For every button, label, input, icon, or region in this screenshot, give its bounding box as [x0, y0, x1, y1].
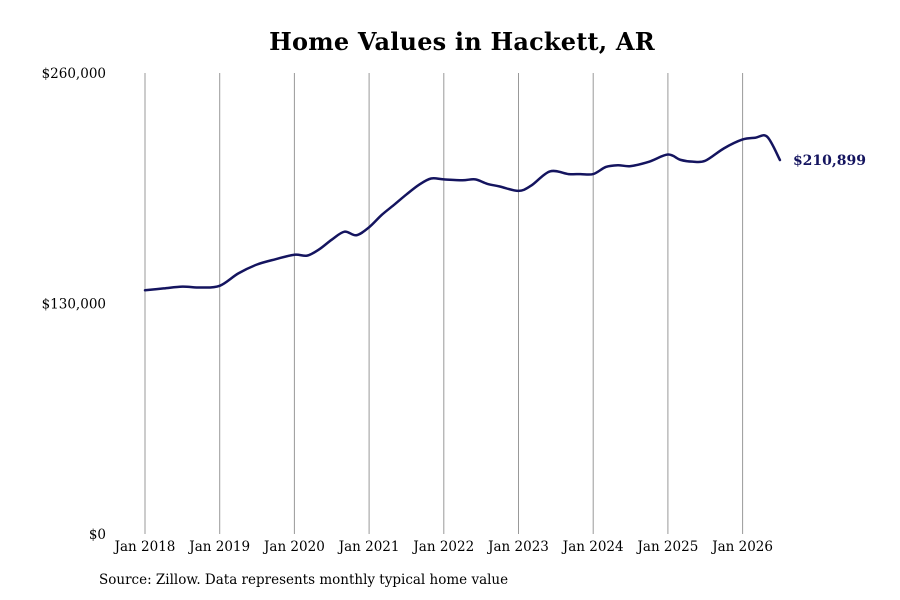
end-label-layer: $210,899 — [793, 153, 866, 169]
chart-title: Home Values in Hackett, AR — [269, 27, 655, 56]
x-tick-label: Jan 2018 — [113, 539, 176, 555]
grid-layer — [144, 73, 744, 534]
y-tick-label: $130,000 — [42, 297, 106, 313]
end-value-label: $210,899 — [793, 153, 866, 169]
home-value-line — [143, 134, 782, 292]
x-tick-label: Jan 2020 — [262, 539, 325, 555]
x-axis-ticks: Jan 2018 Jan 2019 Jan 2020 Jan 2021 Jan 2022… — [113, 539, 773, 555]
y-tick-label: $0 — [89, 527, 106, 543]
x-tick-label: Jan 2021 — [337, 539, 400, 555]
y-tick-label: $260,000 — [42, 66, 106, 82]
x-tick-label: Jan 2025 — [635, 539, 698, 555]
x-tick-label: Jan 2019 — [187, 539, 250, 555]
series-layer — [143, 134, 782, 292]
x-tick-label: Jan 2024 — [561, 539, 624, 555]
y-axis-ticks: $0 $130,000 $260,000 — [42, 66, 106, 543]
x-tick-label: Jan 2022 — [411, 539, 474, 555]
x-tick-label: Jan 2026 — [710, 539, 773, 555]
source-note: Source: Zillow. Data represents monthly … — [99, 572, 509, 588]
x-tick-label: Jan 2023 — [486, 539, 549, 555]
